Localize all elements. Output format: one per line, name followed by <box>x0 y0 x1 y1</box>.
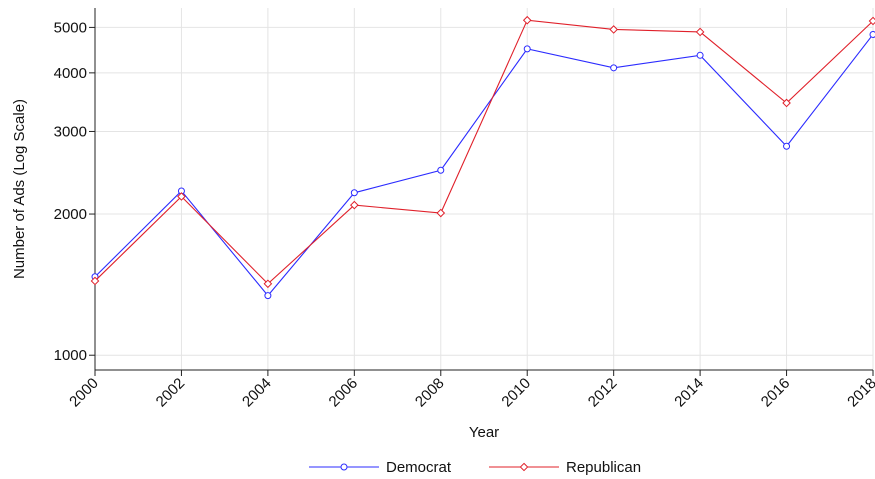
republican-data-point <box>695 27 705 37</box>
axes: 1000 2000 3000 4000 5000 2000 2002 2004 2006 2008… <box>54 8 875 410</box>
republican-data-point <box>177 192 186 201</box>
series-layer <box>90 15 875 300</box>
republican-legend-label: Republican <box>566 459 641 476</box>
republican-data-point <box>868 16 875 26</box>
democrat-data-point <box>350 189 358 197</box>
republican-series-line <box>94 19 874 285</box>
y-axis-title: Number of Ads (Log Scale) <box>11 99 28 279</box>
legend: Democrat Republican <box>309 459 641 476</box>
democrat-data-point <box>869 30 875 38</box>
republican-data-point <box>609 25 618 34</box>
republican-data-point <box>782 98 791 108</box>
y-tick-label: 4000 <box>54 65 87 82</box>
x-tick-label: 2002 <box>153 375 189 411</box>
republican-data-point <box>522 15 532 25</box>
democrat-series-line <box>94 34 874 297</box>
democrat-data-point <box>264 292 272 300</box>
republican-data-point <box>350 200 359 210</box>
democrat-data-point <box>610 64 618 72</box>
republican-legend-marker <box>519 462 529 472</box>
republican-data-point <box>263 279 273 289</box>
x-tick-label: 2012 <box>585 375 621 411</box>
democrat-data-point <box>523 45 531 53</box>
democrat-legend-label: Democrat <box>386 459 452 476</box>
y-tick-label: 3000 <box>54 123 87 140</box>
x-tick-label: 2006 <box>326 375 362 411</box>
x-tick-label: 2016 <box>758 375 794 411</box>
x-tick-label: 2004 <box>239 375 275 411</box>
democrat-legend-marker <box>340 463 348 471</box>
x-axis-title: Year <box>469 424 499 441</box>
x-tick-label: 2000 <box>66 375 102 411</box>
y-tick-label: 1000 <box>54 347 87 364</box>
y-tick-label: 2000 <box>54 206 87 223</box>
democrat-data-point <box>696 51 704 59</box>
x-tick-label: 2014 <box>671 375 707 411</box>
republican-data-point <box>90 276 100 286</box>
x-tick-label: 2010 <box>498 375 534 411</box>
x-tick-label: 2008 <box>412 375 448 411</box>
y-tick-label: 5000 <box>54 19 87 36</box>
democrat-data-point <box>783 142 791 150</box>
x-tick-label: 2018 <box>844 375 875 411</box>
democrat-data-point <box>437 166 445 174</box>
gridlines <box>94 8 874 370</box>
republican-data-point <box>436 208 446 218</box>
